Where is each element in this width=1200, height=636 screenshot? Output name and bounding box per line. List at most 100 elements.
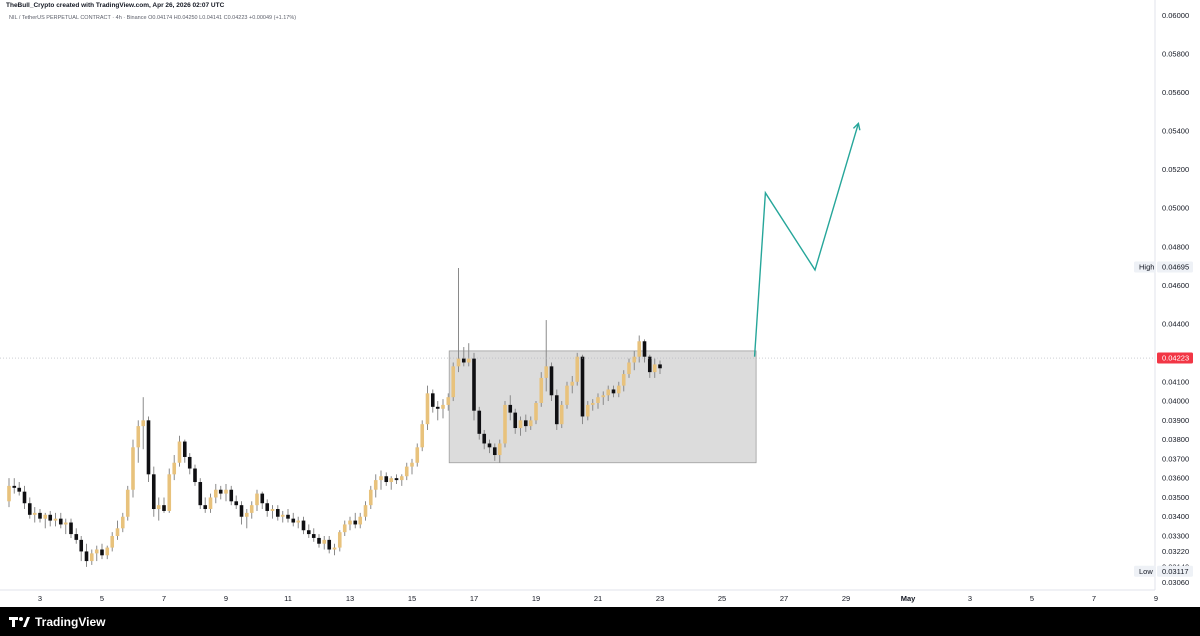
candle[interactable]: [399, 474, 404, 486]
candle[interactable]: [79, 536, 84, 562]
candle[interactable]: [425, 385, 430, 430]
projection-path[interactable]: [753, 123, 860, 357]
candle[interactable]: [451, 362, 456, 402]
candle[interactable]: [224, 483, 228, 502]
candle[interactable]: [280, 510, 285, 523]
candle[interactable]: [596, 393, 600, 409]
candle[interactable]: [435, 401, 440, 421]
candle[interactable]: [456, 268, 461, 373]
candle[interactable]: [544, 320, 549, 392]
candle[interactable]: [497, 439, 502, 463]
candle[interactable]: [477, 406, 482, 440]
candle[interactable]: [12, 478, 17, 494]
candle[interactable]: [415, 443, 420, 467]
candlestick-chart[interactable]: 0.06000 0.05800 0.05600 0.05400 0.05200 0.050…: [0, 0, 1200, 607]
candle[interactable]: [115, 520, 120, 540]
candle[interactable]: [482, 429, 487, 450]
candle[interactable]: [27, 497, 32, 519]
candle[interactable]: [575, 352, 580, 386]
candle[interactable]: [120, 512, 125, 533]
candle[interactable]: [394, 474, 399, 484]
candle[interactable]: [255, 489, 259, 511]
candle[interactable]: [151, 466, 156, 517]
candle[interactable]: [48, 510, 53, 527]
candle[interactable]: [198, 478, 203, 510]
candle[interactable]: [627, 358, 631, 378]
candle[interactable]: [513, 408, 518, 434]
candle[interactable]: [172, 455, 177, 481]
candle[interactable]: [63, 518, 68, 535]
candle[interactable]: [580, 354, 585, 425]
candle[interactable]: [182, 439, 187, 463]
candle[interactable]: [389, 476, 394, 490]
candle[interactable]: [100, 543, 104, 560]
candle[interactable]: [373, 474, 378, 498]
candle[interactable]: [420, 420, 425, 452]
candle[interactable]: [379, 470, 383, 490]
candle[interactable]: [141, 397, 146, 450]
candle[interactable]: [53, 512, 58, 527]
candle[interactable]: [503, 401, 507, 448]
candle[interactable]: [234, 495, 239, 510]
candle[interactable]: [539, 372, 544, 407]
candle[interactable]: [239, 501, 244, 525]
candle[interactable]: [69, 518, 73, 538]
candle[interactable]: [244, 509, 249, 529]
candle[interactable]: [554, 389, 559, 430]
candle[interactable]: [187, 453, 192, 475]
candle[interactable]: [327, 536, 332, 554]
candle[interactable]: [384, 472, 389, 486]
candle[interactable]: [203, 497, 208, 513]
candle[interactable]: [621, 370, 626, 392]
candle[interactable]: [492, 443, 497, 461]
candle[interactable]: [265, 499, 270, 517]
candle[interactable]: [570, 375, 575, 394]
candle[interactable]: [348, 516, 352, 531]
candle[interactable]: [94, 545, 99, 562]
candle[interactable]: [430, 389, 435, 413]
candle[interactable]: [74, 528, 79, 544]
candle[interactable]: [208, 493, 213, 513]
candle[interactable]: [461, 347, 466, 367]
candle[interactable]: [146, 416, 151, 483]
candle[interactable]: [286, 509, 290, 523]
candle[interactable]: [177, 435, 182, 467]
candle[interactable]: [110, 532, 115, 552]
candle[interactable]: [410, 458, 414, 475]
candle[interactable]: [89, 549, 94, 565]
candle[interactable]: [528, 416, 533, 430]
candle[interactable]: [249, 501, 254, 519]
candle[interactable]: [472, 352, 476, 421]
candle[interactable]: [193, 464, 197, 486]
candle[interactable]: [311, 528, 316, 542]
candle[interactable]: [534, 401, 538, 425]
candle[interactable]: [218, 485, 223, 500]
candle[interactable]: [565, 381, 569, 409]
candle[interactable]: [559, 401, 564, 429]
candle[interactable]: [43, 512, 48, 529]
candle[interactable]: [652, 358, 657, 378]
candle[interactable]: [84, 543, 89, 567]
candle[interactable]: [7, 478, 11, 508]
candle[interactable]: [229, 485, 234, 506]
candle[interactable]: [466, 343, 471, 367]
candle[interactable]: [549, 362, 554, 402]
candle[interactable]: [353, 512, 358, 529]
candle[interactable]: [17, 482, 22, 496]
candle[interactable]: [162, 497, 166, 513]
candle[interactable]: [260, 491, 265, 510]
candle[interactable]: [317, 534, 321, 548]
candle[interactable]: [131, 439, 135, 498]
candle[interactable]: [22, 485, 27, 510]
candle[interactable]: [632, 350, 637, 371]
candle[interactable]: [590, 399, 595, 411]
candle[interactable]: [342, 520, 347, 537]
candle[interactable]: [270, 505, 275, 519]
candle[interactable]: [642, 339, 647, 363]
candle[interactable]: [306, 524, 311, 538]
candle[interactable]: [38, 509, 42, 523]
candle[interactable]: [136, 420, 141, 463]
candle[interactable]: [167, 468, 172, 513]
candle[interactable]: [518, 416, 523, 436]
candle[interactable]: [368, 485, 373, 510]
